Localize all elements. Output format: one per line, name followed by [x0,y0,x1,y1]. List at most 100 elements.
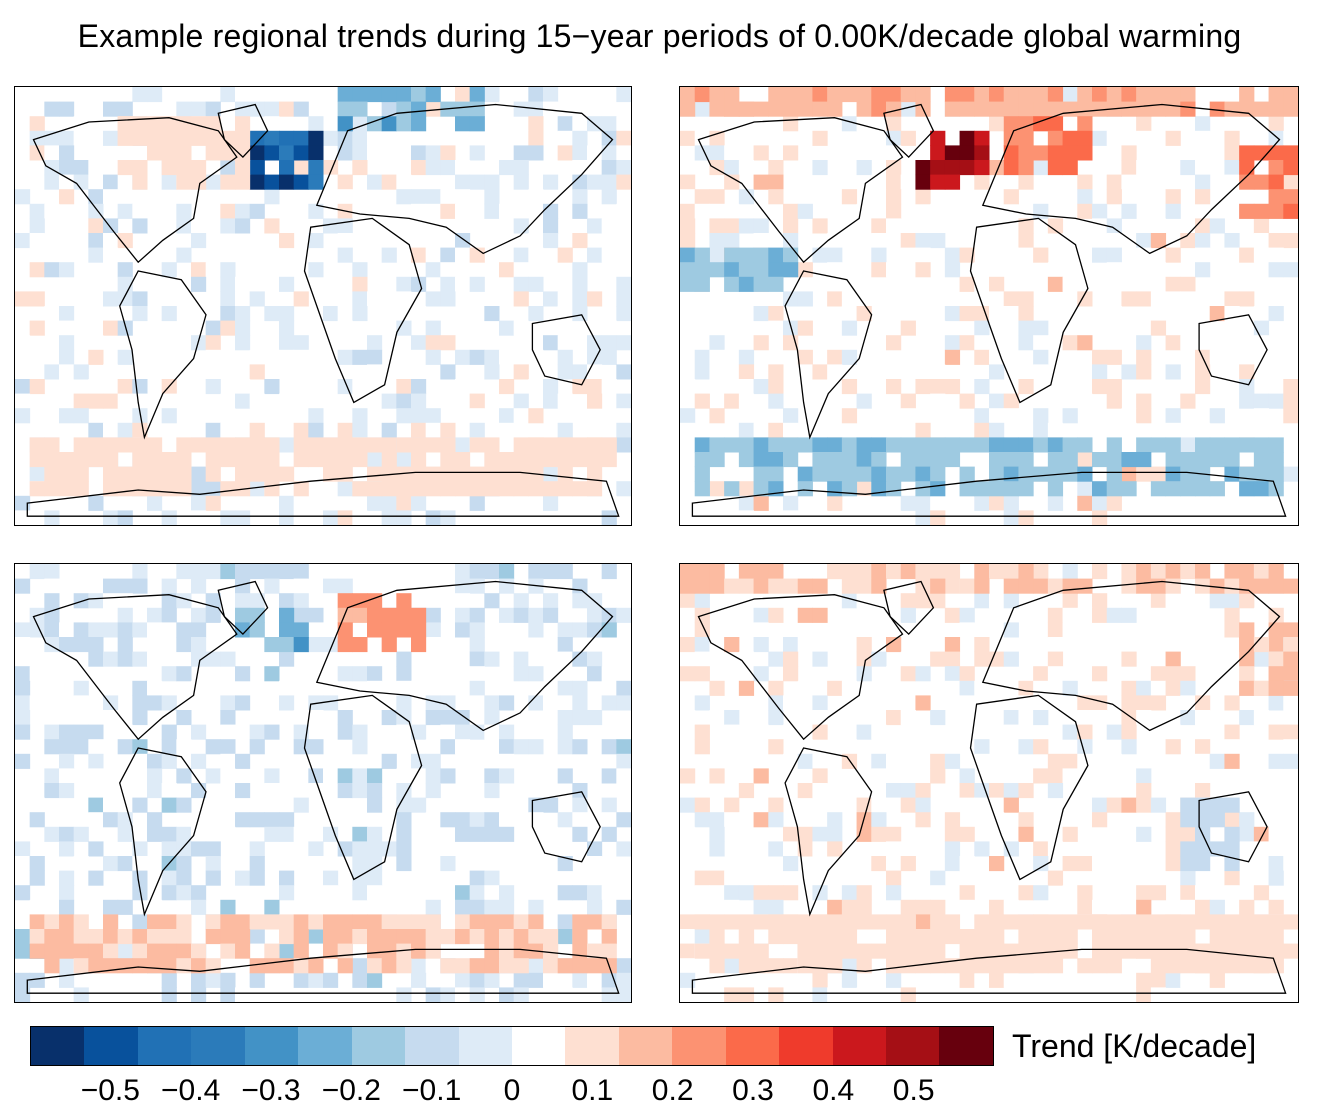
anomaly-cell [1268,437,1284,453]
grid-cell [425,335,441,351]
grid-cell [499,885,515,901]
grid-cell [469,276,485,292]
coastline [883,103,935,159]
grid-cell [753,87,769,103]
grid-cell [1268,607,1284,623]
grid-cell [768,680,784,696]
grid-cell [337,306,353,322]
grid-cell [915,783,931,799]
grid-cell [367,870,383,886]
grid-cell [264,116,280,132]
anomaly-cell [293,637,309,653]
grid-cell [886,452,902,468]
grid-cell [915,695,931,711]
grid-cell [753,885,769,901]
anomaly-cell [132,929,148,945]
grid-cell [308,349,324,365]
grid-cell [367,666,383,682]
grid-cell [915,233,931,249]
grid-cell [1150,607,1167,623]
anomaly-cell [1224,797,1240,813]
grid-cell [601,680,617,696]
anomaly-cell [930,145,946,161]
grid-cell [1003,510,1019,525]
anomaly-cell [161,481,177,497]
colorbar-swatch [458,1027,512,1065]
anomaly-cell [812,943,828,959]
grid-cell [1209,651,1225,667]
grid-cell [455,379,471,395]
anomaly-cell [1033,958,1049,974]
grid-cell [1180,306,1196,322]
grid-cell [572,739,588,755]
grid-cell [440,422,456,438]
grid-cell [601,218,617,234]
anomaly-cell [841,466,858,482]
grid-cell [616,943,631,959]
grid-cell [117,203,133,219]
anomaly-cell [117,437,133,453]
anomaly-cell [1003,466,1019,482]
grid-cell [680,593,696,609]
grid-cell [572,145,588,161]
anomaly-cell [235,174,251,190]
anomaly-cell [1106,437,1122,453]
grid-cell [601,826,617,842]
anomaly-cell [572,958,588,974]
grid-cell [1047,218,1064,234]
grid-cell [944,349,961,365]
grid-cell [1224,622,1240,638]
grid-cell [1165,364,1181,380]
grid-cell [1268,841,1284,857]
grid-cell [352,116,368,132]
anomaly-cell [367,929,383,945]
grid-cell [768,841,784,857]
grid-cell [1180,768,1196,784]
anomaly-cell [797,943,813,959]
grid-cell [557,393,573,409]
grid-cell [1165,826,1181,842]
grid-cell [191,637,207,653]
anomaly-cell [930,914,946,930]
grid-cell [1165,739,1181,755]
grid-cell [499,422,515,438]
grid-cell [1047,783,1064,799]
anomaly-cell [587,914,603,930]
anomaly-cell [1239,637,1255,653]
grid-cell [352,724,368,740]
anomaly-cell [513,437,529,453]
grid-cell [235,291,251,307]
anomaly-cell [73,929,89,945]
grid-cell [1239,899,1255,915]
anomaly-cell [1003,578,1019,594]
figure-title: Example regional trends during 15−year p… [77,18,1242,54]
grid-cell [308,481,324,497]
grid-cell [411,335,427,351]
grid-cell [1224,189,1240,205]
grid-cell [411,247,427,263]
grid-cell [337,651,353,667]
grid-cell [15,885,31,901]
grid-cell [616,680,631,696]
grid-cell [249,422,265,438]
grid-cell [738,145,755,161]
grid-cell [528,899,544,915]
grid-cell [601,768,617,784]
anomaly-cell [205,437,221,453]
anomaly-cell [783,101,799,117]
anomaly-cell [915,929,931,945]
grid-cell [1121,724,1137,740]
grid-cell [1209,972,1225,988]
grid-cell [680,174,696,190]
anomaly-cell [440,452,456,468]
grid-cell [59,364,75,380]
anomaly-cell [694,578,710,594]
grid-cell [1224,651,1240,667]
grid-cell [352,466,368,482]
anomaly-cell [499,958,515,974]
anomaly-cell [1062,929,1078,945]
grid-cell [915,797,931,813]
anomaly-cell [132,481,148,497]
grid-cell [117,739,133,755]
anomaly-cell [694,87,710,103]
